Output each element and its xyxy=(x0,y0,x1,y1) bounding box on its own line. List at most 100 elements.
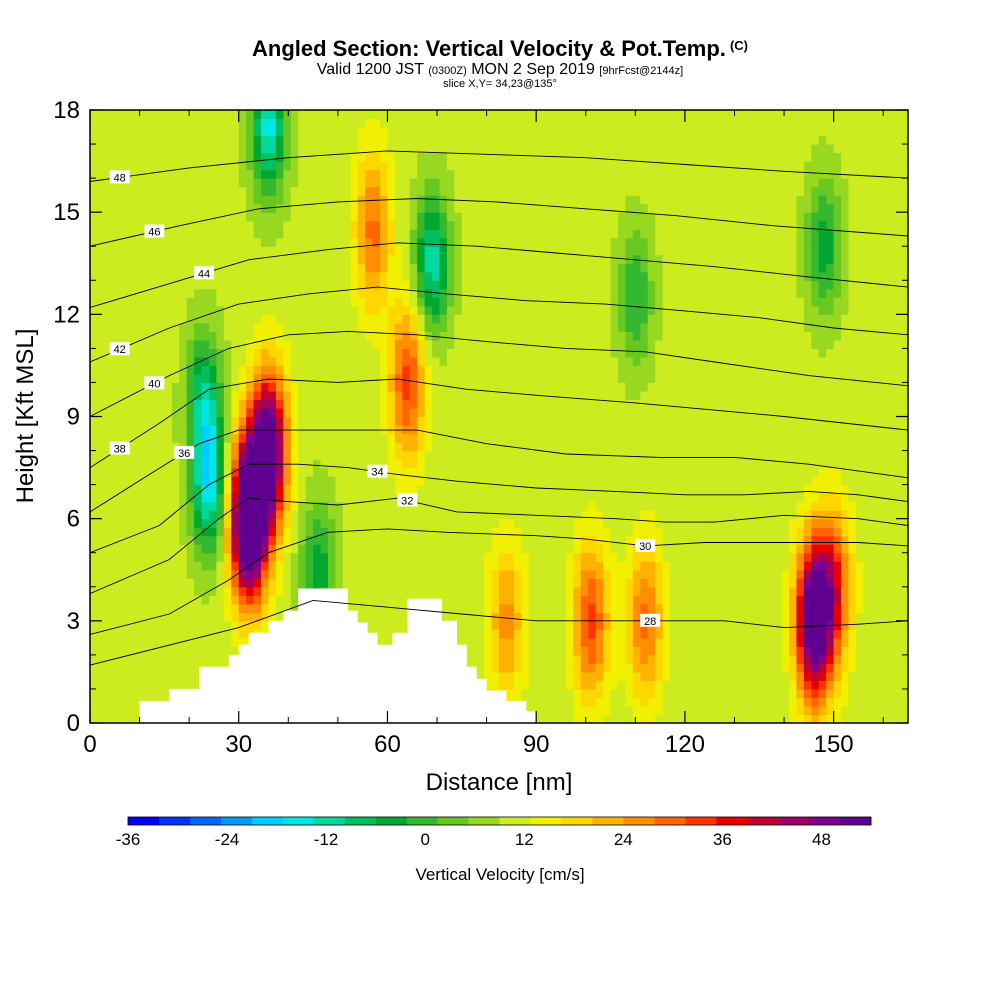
velocity-cell xyxy=(127,169,136,179)
velocity-cell xyxy=(565,178,574,188)
velocity-cell xyxy=(223,203,232,213)
velocity-cell xyxy=(469,254,478,264)
velocity-cell xyxy=(372,510,381,520)
velocity-cell xyxy=(142,178,151,188)
velocity-cell xyxy=(142,263,151,273)
velocity-cell xyxy=(327,450,336,460)
velocity-cell xyxy=(476,459,485,469)
velocity-cell xyxy=(446,501,455,511)
velocity-cell xyxy=(476,416,485,426)
velocity-cell xyxy=(521,152,530,162)
velocity-cell xyxy=(536,407,545,418)
velocity-cell xyxy=(149,535,158,545)
velocity-cell xyxy=(417,561,426,571)
velocity-cell xyxy=(424,152,433,162)
velocity-cell xyxy=(201,322,210,332)
velocity-cell xyxy=(484,322,493,332)
velocity-cell xyxy=(446,425,455,435)
velocity-cell xyxy=(112,407,121,418)
velocity-cell xyxy=(506,365,515,375)
velocity-cell xyxy=(454,561,463,571)
velocity-cell xyxy=(461,476,470,486)
velocity-cell xyxy=(246,186,255,196)
velocity-cell xyxy=(513,586,522,596)
velocity-cell xyxy=(580,407,589,418)
velocity-cell xyxy=(283,331,292,341)
velocity-cell xyxy=(372,297,381,307)
velocity-cell xyxy=(491,629,500,639)
velocity-cell xyxy=(149,110,158,120)
velocity-cell xyxy=(261,152,270,162)
velocity-cell xyxy=(231,144,240,154)
velocity-cell xyxy=(164,459,173,469)
velocity-cell xyxy=(171,186,180,196)
velocity-cell xyxy=(238,544,247,554)
velocity-cell xyxy=(97,586,106,596)
velocity-cell xyxy=(283,314,292,324)
velocity-cell xyxy=(439,399,448,409)
velocity-cell xyxy=(231,578,240,588)
velocity-cell xyxy=(588,552,597,562)
velocity-cell xyxy=(90,561,99,571)
velocity-cell xyxy=(283,476,292,486)
velocity-cell xyxy=(565,433,574,443)
velocity-cell xyxy=(305,152,314,162)
velocity-cell xyxy=(499,118,508,128)
velocity-cell xyxy=(246,356,255,367)
velocity-cell xyxy=(551,425,560,435)
velocity-cell xyxy=(573,195,582,205)
velocity-cell xyxy=(365,331,374,341)
velocity-cell xyxy=(171,339,180,349)
velocity-cell xyxy=(536,544,545,554)
velocity-cell xyxy=(201,433,210,443)
velocity-cell xyxy=(573,493,582,503)
velocity-cell xyxy=(261,195,270,205)
velocity-cell xyxy=(112,186,121,196)
velocity-cell xyxy=(528,459,537,469)
velocity-cell xyxy=(551,246,560,256)
velocity-cell xyxy=(90,535,99,545)
velocity-cell xyxy=(565,620,574,630)
velocity-cell xyxy=(380,578,389,588)
velocity-cell xyxy=(156,254,165,264)
velocity-cell xyxy=(484,450,493,460)
velocity-cell xyxy=(417,280,426,290)
velocity-cell xyxy=(327,433,336,443)
velocity-cell xyxy=(298,237,307,247)
velocity-cell xyxy=(127,620,136,630)
velocity-cell xyxy=(97,612,106,622)
velocity-cell xyxy=(521,280,530,290)
velocity-cell xyxy=(186,203,195,213)
velocity-cell xyxy=(543,161,552,171)
velocity-cell xyxy=(409,552,418,562)
velocity-cell xyxy=(275,527,284,537)
velocity-cell xyxy=(298,127,307,137)
velocity-cell xyxy=(238,535,247,545)
velocity-cell xyxy=(595,425,604,435)
velocity-cell xyxy=(461,280,470,290)
velocity-cell xyxy=(104,425,113,435)
velocity-cell xyxy=(588,305,597,315)
velocity-cell xyxy=(231,263,240,273)
velocity-cell xyxy=(595,442,604,452)
velocity-cell xyxy=(461,637,470,647)
velocity-cell xyxy=(290,246,299,256)
velocity-cell xyxy=(409,254,418,264)
velocity-cell xyxy=(171,620,180,630)
velocity-cell xyxy=(565,425,574,435)
velocity-cell xyxy=(461,178,470,188)
velocity-cell xyxy=(320,263,329,273)
velocity-cell xyxy=(97,339,106,349)
velocity-cell xyxy=(543,697,552,707)
velocity-cell xyxy=(499,637,508,647)
velocity-cell xyxy=(513,493,522,503)
velocity-cell xyxy=(461,220,470,230)
velocity-cell xyxy=(536,688,545,699)
velocity-cell xyxy=(327,161,336,171)
velocity-cell xyxy=(171,629,180,639)
velocity-cell xyxy=(246,407,255,418)
velocity-cell xyxy=(476,178,485,188)
velocity-cell xyxy=(208,433,218,443)
velocity-cell xyxy=(194,229,203,239)
velocity-cell xyxy=(387,493,396,503)
